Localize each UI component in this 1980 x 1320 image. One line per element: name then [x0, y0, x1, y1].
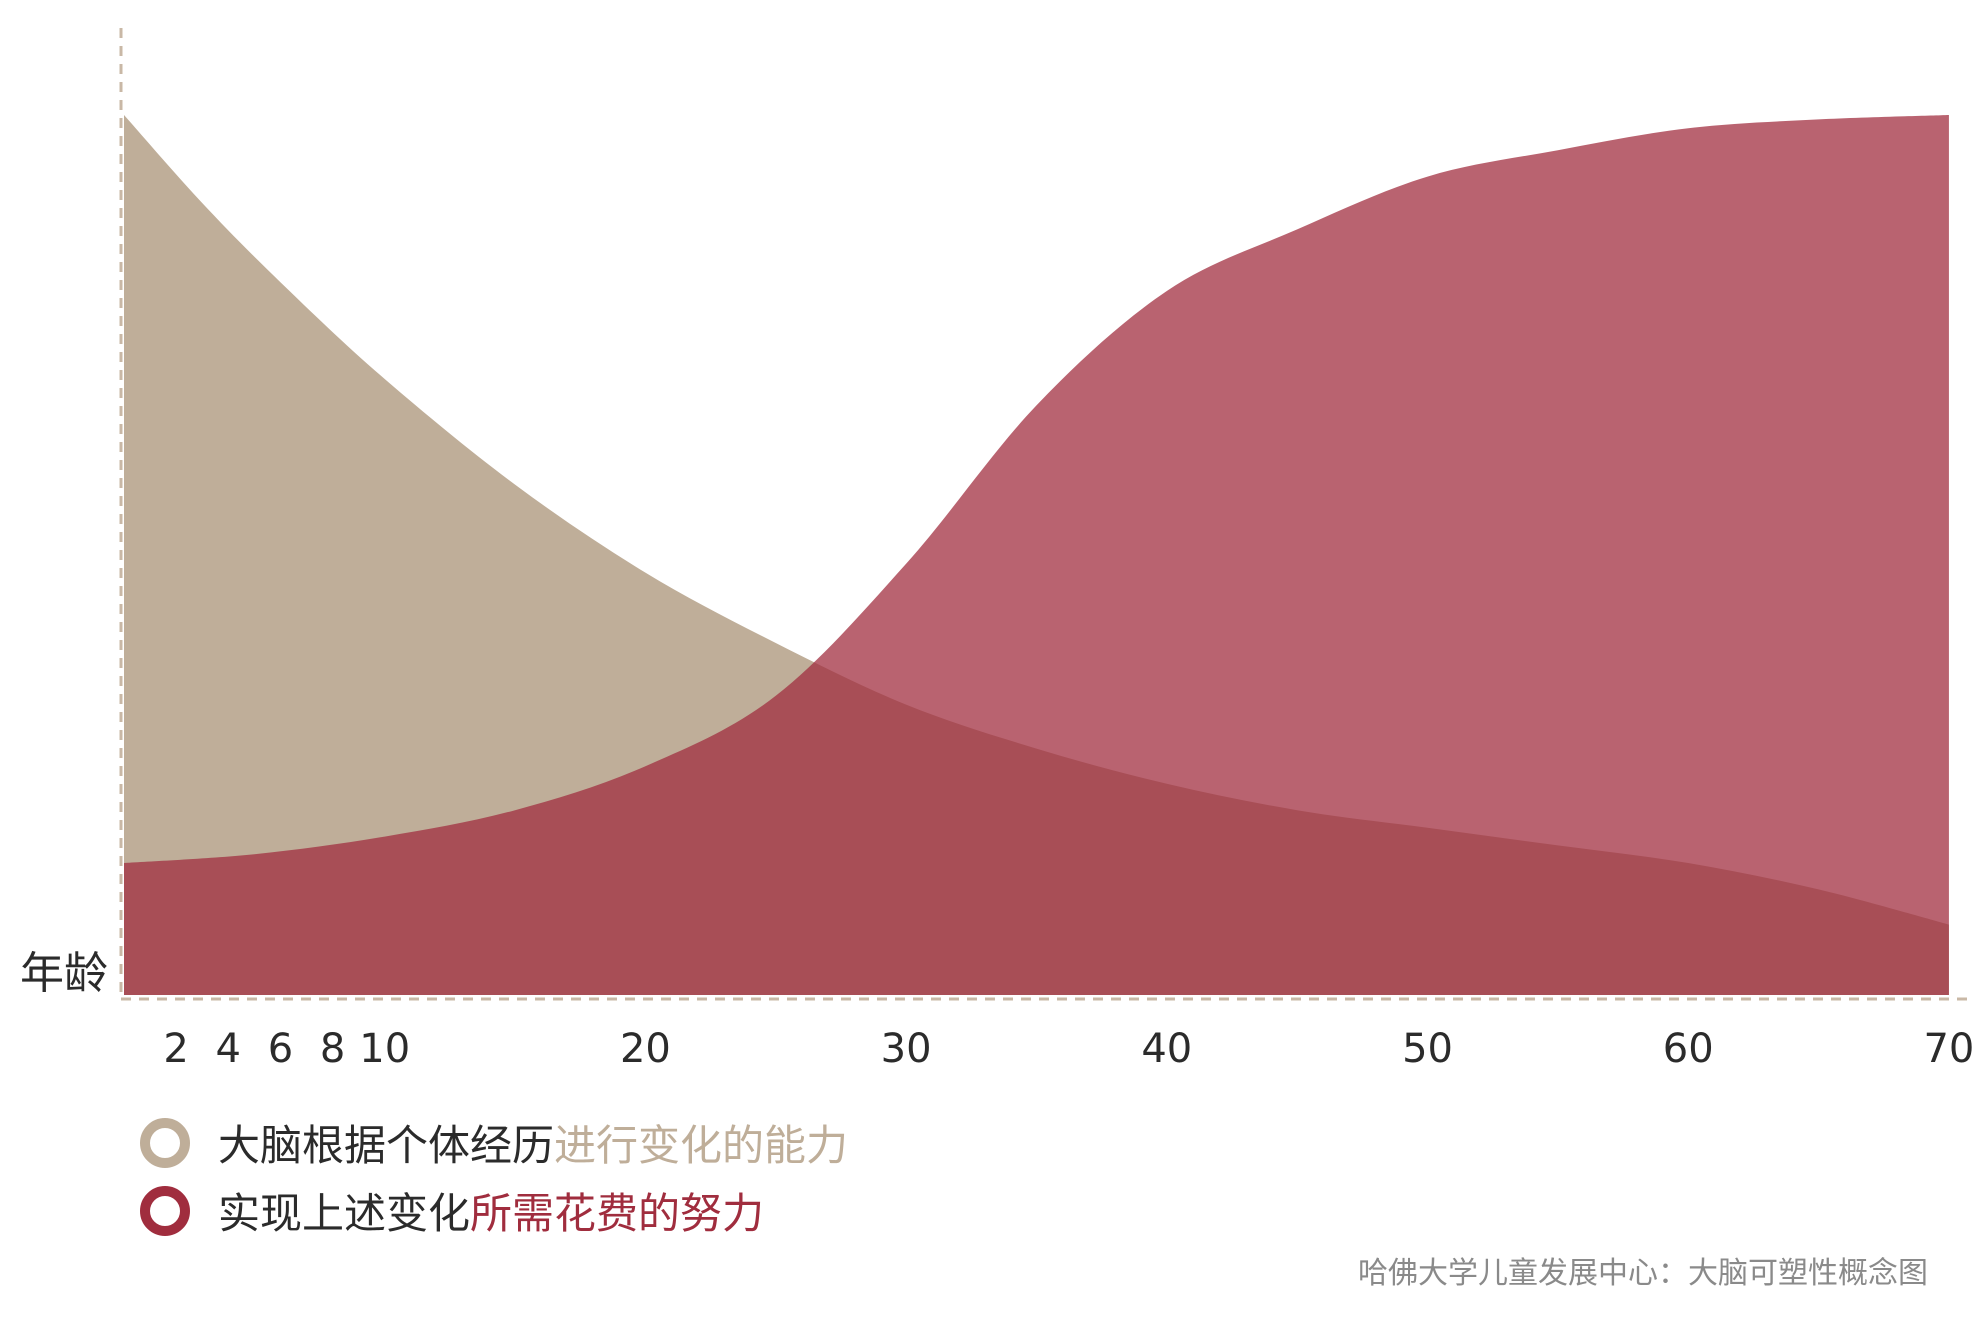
legend-item-effort: 实现上述变化 所需花费的努力	[140, 1180, 764, 1241]
x-tick-label: 6	[268, 1026, 293, 1072]
legend-prefix-effort: 实现上述变化	[218, 1189, 471, 1238]
area-ability	[124, 115, 1949, 995]
x-tick-labels: 2 4 6 8 10 20 30 40 50 60 70	[163, 1026, 1974, 1072]
source-note: 哈佛大学儿童发展中心：大脑可塑性概念图	[1358, 1256, 1928, 1291]
chart-axes	[119, 28, 1975, 1001]
x-tick-label: 30	[881, 1026, 932, 1072]
x-tick-label: 60	[1663, 1026, 1714, 1072]
legend-marker-ability	[140, 1117, 190, 1168]
x-tick-label: 4	[216, 1026, 241, 1072]
legend-highlight-ability: 进行变化的能力	[554, 1121, 849, 1170]
x-tick-label: 2	[163, 1026, 188, 1072]
x-tick-label: 8	[320, 1026, 345, 1072]
x-tick-label: 70	[1923, 1026, 1974, 1072]
x-tick-label: 50	[1402, 1026, 1453, 1072]
legend-highlight-effort: 所需花费的努力	[470, 1189, 765, 1238]
x-tick-label: 40	[1141, 1026, 1192, 1072]
x-tick-label: 20	[620, 1026, 671, 1072]
x-axis-label: 年龄	[20, 948, 108, 999]
legend-prefix-ability: 大脑根据个体经历	[218, 1121, 555, 1170]
x-tick-label: 10	[359, 1026, 410, 1072]
area-effort	[124, 115, 1949, 995]
legend-item-ability: 大脑根据个体经历 进行变化的能力	[140, 1112, 848, 1173]
legend-marker-effort	[140, 1185, 190, 1236]
chart-areas	[124, 115, 1949, 995]
